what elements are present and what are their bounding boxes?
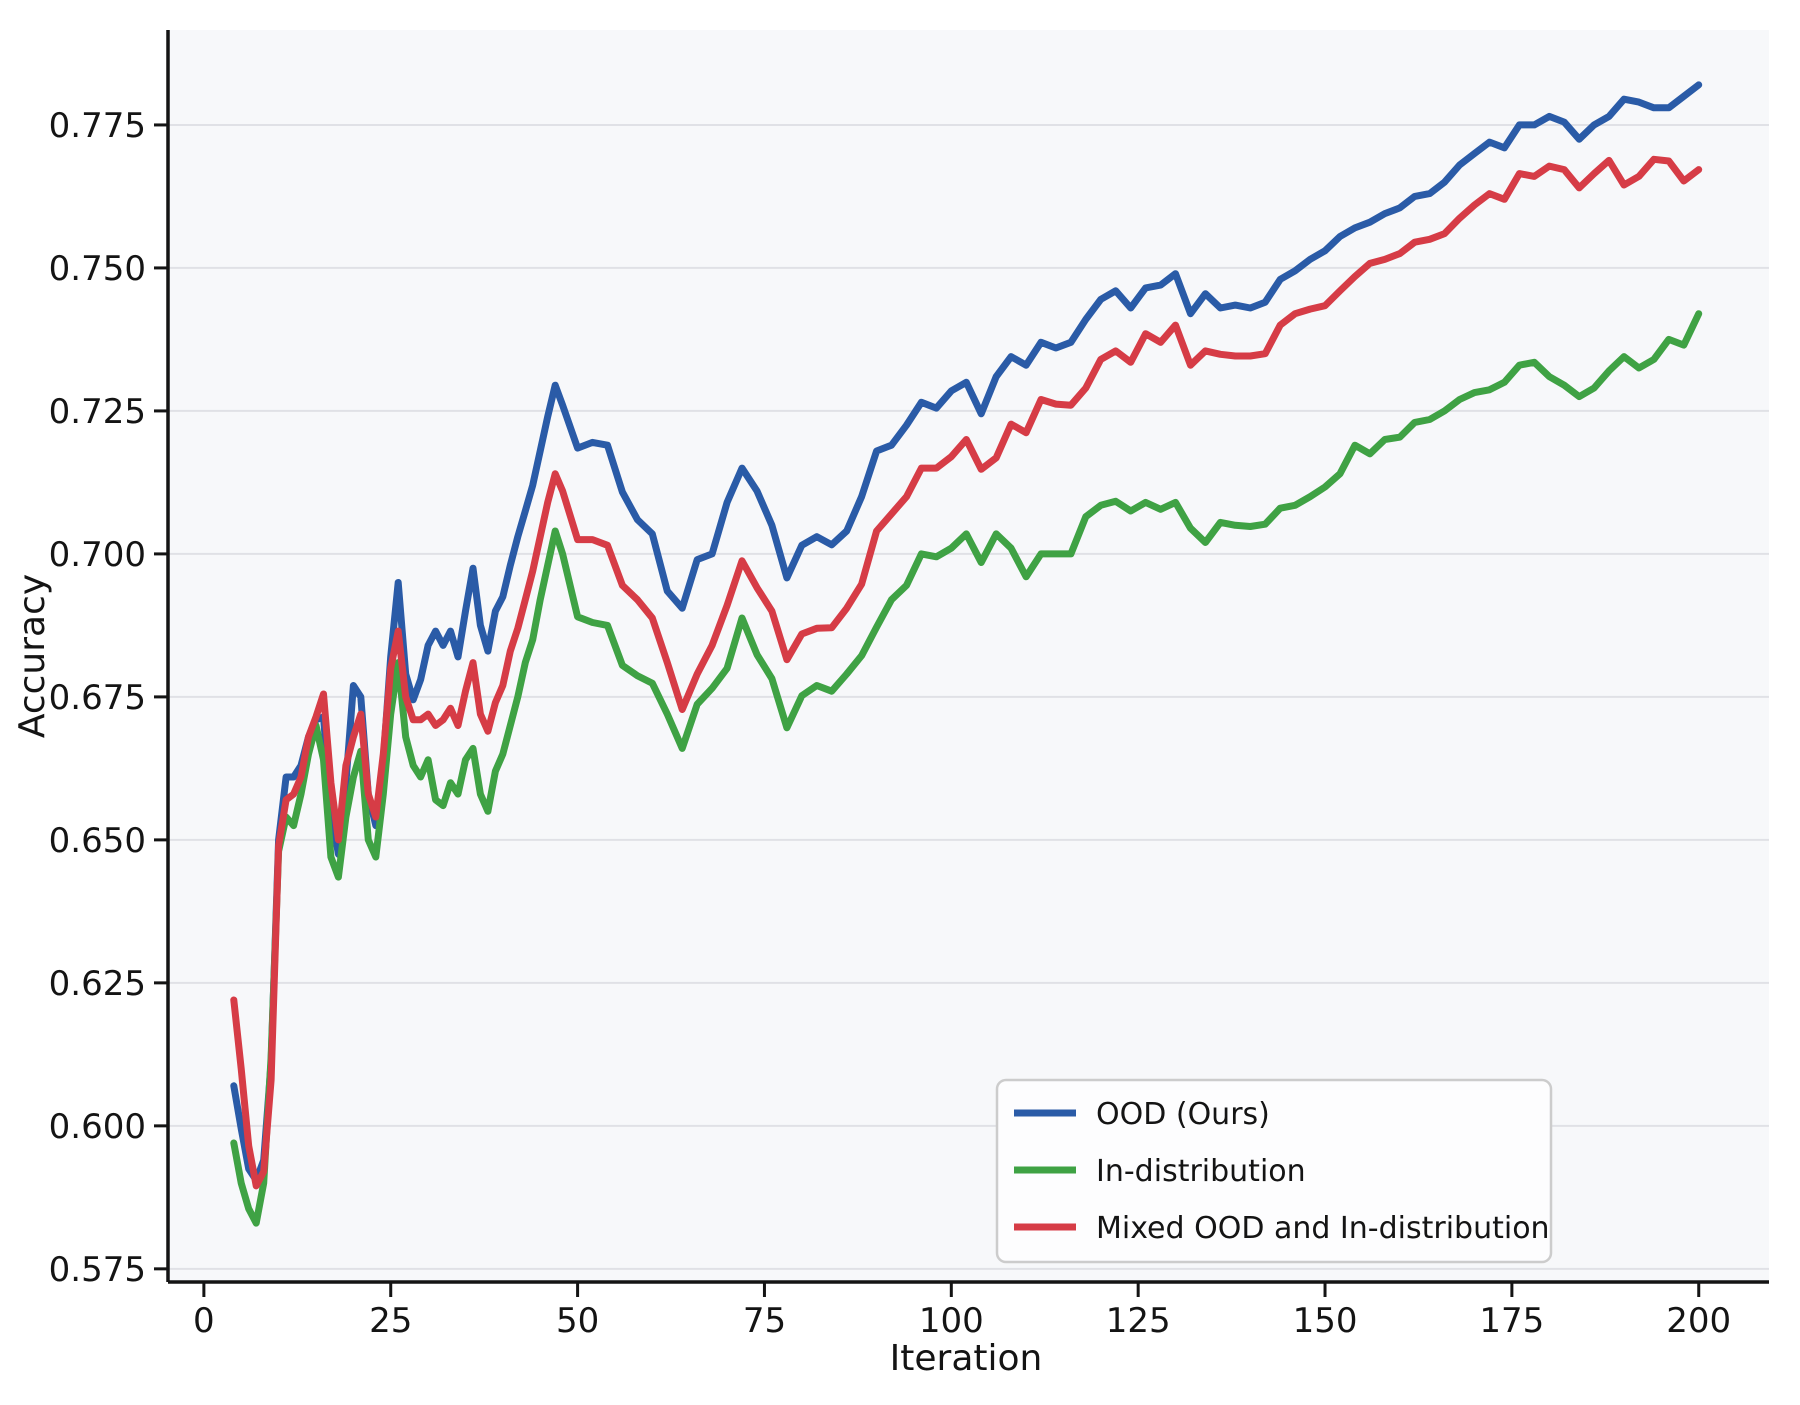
series-line-mixed-ood-and-in-distribution <box>230 155 1703 1190</box>
y-axis-title: Accuracy <box>12 574 53 738</box>
legend-label-ood: OOD (Ours) <box>1096 1097 1270 1132</box>
x-axis-ticks: 0 25 50 75 100 125 150 175 200 <box>193 1282 1731 1341</box>
y-axis-ticks: 0.575 0.600 0.625 0.650 0.675 0.700 0.725 0.750… <box>49 106 168 1290</box>
x-tick-label: 100 <box>919 1301 984 1341</box>
y-tick-label: 0.775 <box>49 106 146 146</box>
y-tick-label: 0.650 <box>49 821 146 861</box>
x-tick-label: 25 <box>369 1301 412 1341</box>
x-axis-title: Iteration <box>890 1338 1043 1379</box>
y-tick-label: 0.600 <box>49 1107 146 1147</box>
x-tick-label: 75 <box>743 1301 786 1341</box>
x-tick-label: 0 <box>193 1301 215 1341</box>
plot-area <box>168 30 1769 1282</box>
x-tick-label: 150 <box>1293 1301 1358 1341</box>
x-tick-label: 125 <box>1106 1301 1171 1341</box>
x-tick-label: 200 <box>1666 1301 1731 1341</box>
series-lines <box>230 81 1703 1227</box>
x-tick-label: 175 <box>1479 1301 1544 1341</box>
y-tick-label: 0.675 <box>49 678 146 718</box>
y-tick-label: 0.725 <box>49 392 146 432</box>
y-tick-label: 0.750 <box>49 249 146 289</box>
y-tick-label: 0.575 <box>49 1250 146 1290</box>
legend-label-mixed: Mixed OOD and In-distribution <box>1096 1211 1550 1246</box>
legend: OOD (Ours) In-distribution Mixed OOD and… <box>995 1078 1553 1264</box>
y-tick-label: 0.625 <box>49 964 146 1004</box>
y-tick-label: 0.700 <box>49 535 146 575</box>
legend-label-in-distribution: In-distribution <box>1096 1154 1306 1189</box>
series-line-in-distribution <box>230 310 1703 1227</box>
x-tick-label: 50 <box>556 1301 599 1341</box>
gridlines <box>168 123 1769 1270</box>
legend-box <box>995 1078 1553 1264</box>
